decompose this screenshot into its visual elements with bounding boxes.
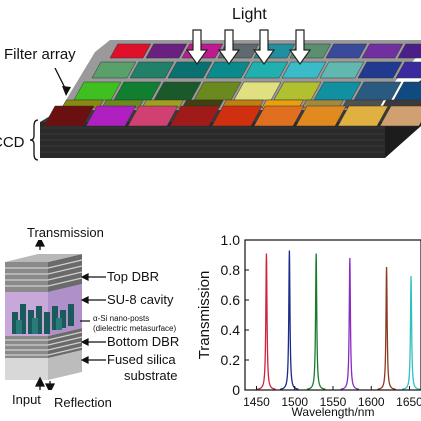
- filter-tile: [243, 61, 289, 79]
- plot-frame: [244, 239, 421, 391]
- filter-tile: [129, 61, 175, 79]
- transmission-peak-line: [306, 253, 326, 390]
- arrow-down-icon: [217, 29, 241, 66]
- light-label: Light: [232, 6, 267, 23]
- filter-tile: [361, 43, 404, 59]
- transmission-label: Transmission: [27, 225, 104, 240]
- transmission-peak-line: [377, 266, 396, 390]
- filter-tile: [319, 61, 365, 79]
- arrow-down-icon: [185, 29, 209, 66]
- fused-silica-label: Fused silica: [107, 352, 176, 367]
- filter-tile: [295, 105, 347, 127]
- filter-tile: [357, 61, 403, 79]
- arrow-up-icon: [34, 240, 46, 247]
- reflection-label: Reflection: [54, 395, 112, 410]
- transmission-peak-line: [340, 257, 360, 390]
- nanoposts-label: α-Si nano-posts: [93, 314, 150, 323]
- x-tick-label: 1600: [358, 395, 385, 409]
- arrow-down-icon: [44, 383, 56, 390]
- transmission-peak-line: [401, 275, 421, 390]
- filter-tile: [395, 61, 421, 79]
- transmission-chart: 0 0.2 0.4 0.6 0.8 1.0 1450 1500 1550 1600 1650 Wa…: [196, 232, 421, 419]
- filter-tile: [325, 43, 368, 59]
- arrow-down-icon: [252, 29, 276, 66]
- nanoposts: [12, 304, 74, 334]
- filter-tile: [379, 105, 421, 127]
- y-tick-label: 0: [232, 382, 240, 398]
- filter-tile: [397, 43, 421, 59]
- filter-tile: [169, 105, 221, 127]
- y-tick-label: 1.0: [221, 232, 241, 248]
- filter-tile: [281, 61, 327, 79]
- top-dbr-layers: [5, 254, 83, 292]
- y-tick-label: 0.8: [221, 262, 241, 278]
- filter-tile: [145, 43, 188, 59]
- transmission-peak-line: [257, 253, 276, 390]
- filter-tile: [109, 43, 152, 59]
- filter-array-label: Filter array: [4, 46, 76, 63]
- filter-tile: [85, 105, 137, 127]
- substrate-label: substrate: [124, 368, 178, 383]
- bottom-dbr-label: Bottom DBR: [107, 334, 180, 349]
- arrow-up-icon: [34, 376, 46, 387]
- y-tick-label: 0.2: [221, 352, 241, 368]
- ccd-label: CCD: [0, 134, 25, 151]
- x-tick-label: 1650: [396, 395, 421, 409]
- y-tick-label: 0.6: [221, 292, 241, 308]
- su8-cavity-label: SU-8 cavity: [107, 292, 174, 307]
- bottom-dbr-layers: [5, 328, 83, 358]
- x-tick-label: 1550: [320, 395, 347, 409]
- metasurface-label: (dielectric metasurface): [93, 324, 177, 333]
- io-arrows: [34, 240, 56, 390]
- filter-array-pointer: [54, 67, 71, 96]
- x-tick-label: 1500: [281, 395, 308, 409]
- x-tick-label: 1450: [243, 395, 270, 409]
- filter-tile: [393, 81, 421, 101]
- transmission-peak-line: [280, 250, 299, 390]
- y-axis-label: Transmission: [196, 271, 213, 360]
- filter-tile: [43, 105, 95, 127]
- input-label: Input: [12, 392, 41, 407]
- filter-tile: [337, 105, 389, 127]
- arrow-down-icon: [288, 29, 312, 66]
- top-dbr-label: Top DBR: [107, 269, 160, 284]
- substrate-layer: [5, 350, 82, 380]
- filter-tile: [253, 105, 305, 127]
- x-axis-label: Wavelength/nm: [292, 405, 375, 419]
- ccd-brace: [29, 119, 39, 161]
- device-label-leaders: [80, 273, 106, 364]
- filter-tile: [167, 61, 213, 79]
- filter-tile: [127, 105, 179, 127]
- filter-tile: [91, 61, 137, 79]
- light-arrows: [185, 29, 312, 66]
- device-stack-illustration: [5, 240, 83, 390]
- filter-tile: [205, 61, 251, 79]
- y-tick-label: 0.4: [221, 322, 241, 338]
- filter-array-illustration: [29, 29, 421, 161]
- filter-tile: [211, 105, 263, 127]
